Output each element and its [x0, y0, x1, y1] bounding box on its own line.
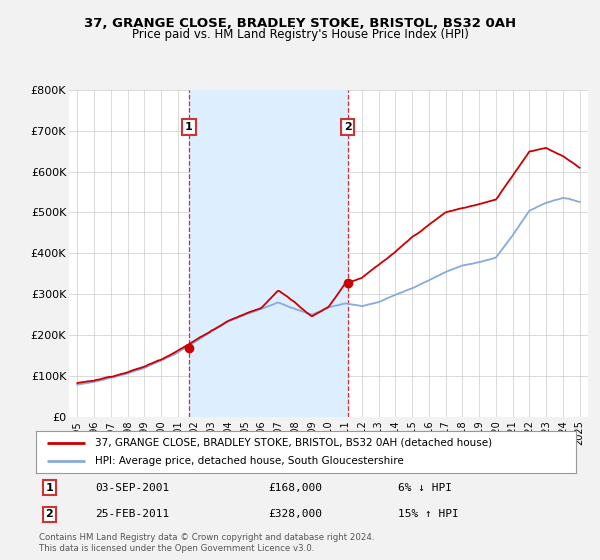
Text: 1: 1 [185, 122, 193, 132]
Text: 25-FEB-2011: 25-FEB-2011 [95, 509, 170, 519]
Text: £328,000: £328,000 [268, 509, 322, 519]
Text: HPI: Average price, detached house, South Gloucestershire: HPI: Average price, detached house, Sout… [95, 456, 404, 466]
Text: Price paid vs. HM Land Registry's House Price Index (HPI): Price paid vs. HM Land Registry's House … [131, 28, 469, 41]
Text: 37, GRANGE CLOSE, BRADLEY STOKE, BRISTOL, BS32 0AH (detached house): 37, GRANGE CLOSE, BRADLEY STOKE, BRISTOL… [95, 438, 493, 448]
Text: 2: 2 [344, 122, 352, 132]
Bar [189, 90, 348, 417]
Text: 1: 1 [46, 483, 53, 493]
Text: 6% ↓ HPI: 6% ↓ HPI [398, 483, 452, 493]
Text: 15% ↑ HPI: 15% ↑ HPI [398, 509, 458, 519]
Text: £168,000: £168,000 [268, 483, 322, 493]
Text: 37, GRANGE CLOSE, BRADLEY STOKE, BRISTOL, BS32 0AH: 37, GRANGE CLOSE, BRADLEY STOKE, BRISTOL… [84, 17, 516, 30]
Text: 2: 2 [46, 509, 53, 519]
Text: Contains HM Land Registry data © Crown copyright and database right 2024.
This d: Contains HM Land Registry data © Crown c… [39, 533, 374, 553]
Text: 03-SEP-2001: 03-SEP-2001 [95, 483, 170, 493]
